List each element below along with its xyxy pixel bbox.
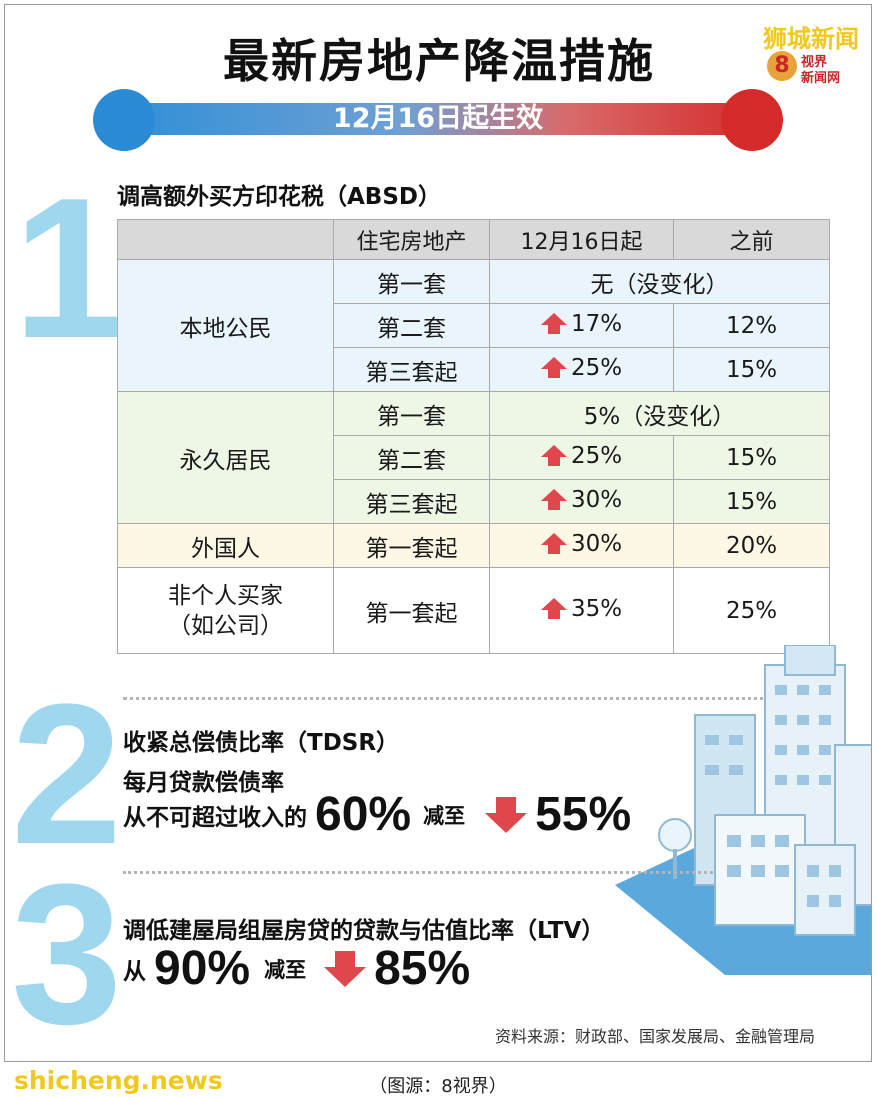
before-rate-cell: 20% (673, 523, 830, 568)
new-rate-value: 35% (570, 595, 623, 622)
new-rate-cell: 25% (489, 435, 674, 480)
entity-label-line1: 非个人买家 (168, 582, 283, 609)
table-row: 第二套 25% 15% (118, 435, 830, 480)
property-cell: 第一套起 (333, 567, 490, 654)
tdsr-prefix: 从不可超过收入的 (123, 804, 307, 831)
new-rate-cell: 25% (489, 347, 674, 392)
logo-line2: 新闻网 (801, 71, 841, 86)
ltv-connector: 减至 (264, 957, 307, 982)
header-property: 住宅房地产 (333, 219, 490, 260)
before-rate-cell: 15% (673, 347, 830, 392)
effective-date-text: 12月16日起生效 (332, 103, 544, 134)
ltv-from-value: 90% (154, 942, 251, 995)
new-rate-value: 25% (570, 442, 623, 469)
section2-change-line: 从不可超过收入的 60% 减至 55% (123, 787, 631, 842)
merged-value-cell: 5%（没变化） (489, 391, 830, 436)
property-cell: 第三套起 (333, 479, 490, 524)
down-arrow-icon (324, 950, 367, 987)
tdsr-to-value: 55% (535, 788, 632, 841)
data-source: 资料来源：财政部、国家发展局、金融管理局 (495, 1027, 816, 1046)
table-header-row: 住宅房地产 12月16日起 之前 (117, 219, 830, 260)
section-number-3: 3 (11, 843, 123, 1062)
new-rate-cell: 30% (489, 479, 674, 524)
up-arrow-icon (540, 597, 567, 620)
city-buildings-illustration (615, 645, 871, 975)
image-caption: （图源：8视界） (369, 1076, 507, 1097)
property-cell: 第二套 (333, 435, 490, 480)
section-divider (123, 871, 713, 874)
effective-date-banner: 12月16日起生效 (93, 89, 783, 151)
up-arrow-icon (540, 444, 567, 467)
up-arrow-icon (540, 532, 567, 555)
new-rate-value: 30% (570, 530, 623, 557)
absd-table: 住宅房地产 12月16日起 之前 本地公民 第一套 无（没变化） 第二套 17%… (117, 219, 830, 654)
new-rate-value: 17% (570, 310, 623, 337)
header-from-dec16: 12月16日起 (489, 219, 674, 260)
group-label-foreigner: 外国人 (117, 523, 334, 568)
before-rate-cell: 15% (673, 435, 830, 480)
new-rate-cell: 30% (489, 523, 674, 568)
table-row: 永久居民 第一套 5%（没变化） (117, 391, 830, 524)
section2-subtitle: 每月贷款偿债率 (123, 770, 284, 796)
table-row: 第二套 17% 12% (118, 303, 830, 348)
new-rate-cell: 17% (489, 303, 674, 348)
property-cell: 第一套 (333, 391, 490, 436)
tdsr-from-value: 60% (315, 788, 412, 841)
table-row: 非个人买家 （如公司） 第一套起 35% 25% (117, 567, 830, 654)
up-arrow-icon (540, 356, 567, 379)
new-rate-value: 30% (570, 486, 623, 513)
entity-label-line2: （如公司） (168, 612, 283, 639)
property-cell: 第三套起 (333, 347, 490, 392)
property-cell: 第一套 (333, 259, 490, 304)
merged-value-cell: 无（没变化） (489, 259, 830, 304)
table-row: 本地公民 第一套 无（没变化） (117, 259, 830, 392)
section2-title: 收紧总偿债比率（TDSR） (123, 730, 400, 756)
table-row: 第三套起 25% 15% (118, 347, 830, 392)
site-watermark: shicheng.news (14, 1066, 223, 1095)
header-before: 之前 (673, 219, 830, 260)
logo-badge-icon: 8 (767, 51, 797, 85)
up-arrow-icon (540, 488, 567, 511)
section-divider (123, 697, 831, 700)
section3-change-line: 从 90% 减至 85% (123, 941, 470, 996)
section1-title: 调高额外买方印花税（ABSD） (117, 184, 441, 210)
property-cell: 第一套起 (333, 523, 490, 568)
section3-title: 调低建屋局组屋房贷的贷款与估值比率（LTV） (123, 918, 605, 944)
before-rate-cell: 12% (673, 303, 830, 348)
property-cell: 第二套 (333, 303, 490, 348)
header-blank-cell (117, 219, 334, 260)
page-title: 最新房地产降温措施 (223, 34, 655, 88)
logo-line1: 视界 (801, 55, 828, 70)
group-label-entity: 非个人买家 （如公司） (117, 567, 334, 654)
new-rate-value: 25% (570, 354, 623, 381)
ltv-to-value: 85% (374, 942, 471, 995)
down-arrow-icon (485, 796, 528, 833)
table-row: 外国人 第一套起 30% 20% (117, 523, 830, 568)
before-rate-cell: 15% (673, 479, 830, 524)
ltv-prefix: 从 (123, 958, 146, 985)
group-label-pr: 永久居民 (117, 391, 334, 524)
section-number-1: 1 (13, 157, 125, 380)
logo-brand-text: 狮城新闻 (763, 25, 859, 53)
logo-site-name: 视界 新闻网 (801, 55, 840, 87)
table-row: 第三套起 30% 15% (118, 479, 830, 524)
up-arrow-icon (540, 312, 567, 335)
section-number-2: 2 (11, 663, 123, 886)
group-label-citizen: 本地公民 (117, 259, 334, 392)
logo-badge-number: 8 (774, 53, 790, 78)
before-rate-cell: 25% (673, 567, 830, 654)
tdsr-connector: 减至 (423, 803, 466, 828)
new-rate-cell: 35% (489, 567, 674, 654)
infographic-frame: 最新房地产降温措施 狮城新闻 8 视界 新闻网 12月16日起生效 1 调高额外… (4, 4, 872, 1062)
